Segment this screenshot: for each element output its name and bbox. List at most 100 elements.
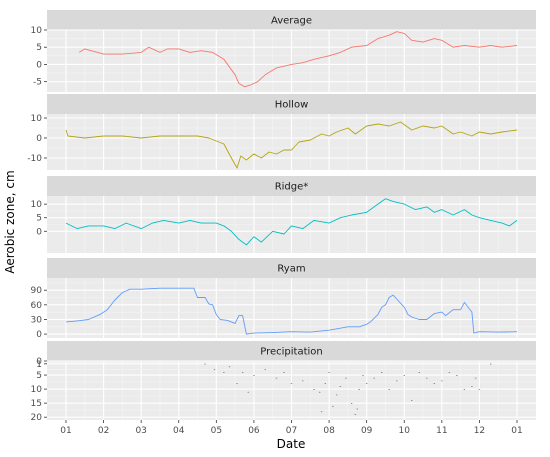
precipitation-bar bbox=[489, 363, 492, 365]
y-tick-label: 90 bbox=[31, 286, 43, 296]
precipitation-bar bbox=[362, 375, 364, 376]
panel-0: Average -5 0 5 10 bbox=[31, 10, 536, 92]
y-tick-label: 0 bbox=[36, 227, 42, 237]
panel-1: Hollow -10 0 10 bbox=[27, 94, 536, 170]
series-line bbox=[65, 121, 518, 169]
precipitation-bar bbox=[332, 405, 334, 407]
precipitation-bar bbox=[204, 363, 206, 365]
precipitation-bar bbox=[456, 375, 458, 376]
y-tick-label: -5 bbox=[33, 78, 42, 88]
precipitation-bar bbox=[381, 372, 383, 373]
precipitation-bar bbox=[253, 375, 255, 376]
precipitation-bar bbox=[275, 377, 278, 379]
precipitation-bar bbox=[313, 389, 315, 390]
panel-strip bbox=[47, 341, 536, 361]
panel-3: Ryam 0 30 60 90 bbox=[31, 258, 536, 340]
panel-strip bbox=[47, 258, 536, 278]
panel-title: Average bbox=[271, 16, 312, 27]
series-line bbox=[65, 198, 518, 246]
precipitation-bar bbox=[318, 391, 321, 393]
panel-title: Ridge* bbox=[275, 182, 309, 193]
precipitation-bar bbox=[320, 411, 323, 413]
precipitation-bar bbox=[345, 377, 347, 379]
precipitation-bar bbox=[365, 383, 368, 384]
panel-strip bbox=[47, 94, 536, 114]
precipitation-bar bbox=[403, 375, 405, 376]
series-line bbox=[65, 287, 518, 335]
precipitation-bar bbox=[324, 383, 327, 384]
x-tick-label: 04 bbox=[173, 426, 185, 436]
precipitation-bar bbox=[463, 389, 466, 390]
panels: Average-50510Hollow-10010Ridge*0510Ryam0… bbox=[27, 10, 536, 423]
y-tick-label: 20 bbox=[31, 413, 43, 423]
x-tick-label: 03 bbox=[135, 426, 146, 436]
x-tick-label: 07 bbox=[286, 426, 297, 436]
x-tick-label: 01 bbox=[60, 426, 71, 436]
y-tick-label: 30 bbox=[31, 315, 43, 325]
x-tick-label: 08 bbox=[323, 426, 335, 436]
x-tick-label: 02 bbox=[98, 426, 109, 436]
precipitation-bar bbox=[223, 372, 225, 373]
y-tick-label: 0 bbox=[36, 60, 42, 70]
y-tick-label: 10 bbox=[31, 385, 43, 395]
panel-strip bbox=[47, 176, 536, 196]
precipitation-bar bbox=[241, 372, 244, 373]
y-tick-label: 1 bbox=[36, 360, 42, 370]
panel-2: Ridge* 0 5 10 bbox=[31, 176, 536, 253]
panel-strip bbox=[47, 10, 536, 30]
x-tick-label: 01 bbox=[511, 426, 522, 436]
precipitation-bar bbox=[373, 377, 375, 379]
y-tick-label: -10 bbox=[27, 154, 42, 164]
x-axis-title: Date bbox=[277, 437, 306, 451]
x-tick-label: 11 bbox=[436, 426, 447, 436]
y-tick-label: 10 bbox=[31, 26, 43, 36]
y-tick-label: 0 bbox=[36, 357, 42, 367]
precipitation-bar bbox=[228, 366, 231, 368]
precipitation-bar bbox=[356, 408, 358, 410]
panel-title: Ryam bbox=[277, 264, 305, 275]
precipitation-bar bbox=[358, 389, 360, 390]
precipitation-bar bbox=[335, 394, 338, 396]
series-line bbox=[78, 31, 518, 88]
x-axis: 01 02 03 04 05 06 07 08 09 10 11 12 01 bbox=[60, 420, 523, 436]
y-tick-label: 15 bbox=[31, 399, 42, 409]
y-tick-label: 10 bbox=[31, 114, 43, 124]
x-tick-label: 09 bbox=[361, 426, 373, 436]
y-tick-label: 5 bbox=[36, 214, 42, 224]
precipitation-bar bbox=[328, 372, 330, 373]
precipitation-bar bbox=[302, 380, 304, 382]
precipitation-bar bbox=[433, 383, 436, 384]
precipitation-bar bbox=[441, 380, 443, 382]
precipitation-bar bbox=[396, 380, 398, 382]
x-tick-label: 10 bbox=[399, 426, 411, 436]
precipitation-bar bbox=[474, 377, 477, 379]
panel-title: Precipitation bbox=[260, 347, 323, 358]
precipitation-bar bbox=[283, 372, 285, 373]
precipitation-bar bbox=[236, 383, 238, 384]
precipitation-bar bbox=[354, 414, 357, 415]
precipitation-bar bbox=[290, 383, 293, 384]
x-tick-label: 12 bbox=[474, 426, 485, 436]
precipitation-bar bbox=[448, 372, 451, 373]
panel-title: Hollow bbox=[275, 100, 309, 111]
precipitation-bar bbox=[418, 372, 420, 373]
precipitation-bar bbox=[350, 403, 353, 404]
precipitation-bar bbox=[213, 369, 216, 370]
precipitation-bar bbox=[339, 386, 342, 387]
y-axis-title: Aerobic zone, cm bbox=[3, 170, 17, 273]
y-tick-label: 0 bbox=[36, 134, 42, 144]
y-tick-label: 5 bbox=[36, 371, 42, 381]
precipitation-bar bbox=[264, 369, 266, 370]
x-tick-label: 06 bbox=[248, 426, 260, 436]
x-tick-label: 05 bbox=[211, 426, 222, 436]
y-tick-label: 0 bbox=[36, 330, 42, 340]
precipitation-bar bbox=[247, 391, 249, 393]
precipitation-bar bbox=[426, 377, 428, 379]
y-tick-label: 10 bbox=[31, 200, 43, 210]
precipitation-bar bbox=[411, 400, 413, 401]
precipitation-bar bbox=[478, 389, 481, 390]
precipitation-bar bbox=[471, 386, 473, 387]
precipitation-bar bbox=[388, 389, 390, 390]
